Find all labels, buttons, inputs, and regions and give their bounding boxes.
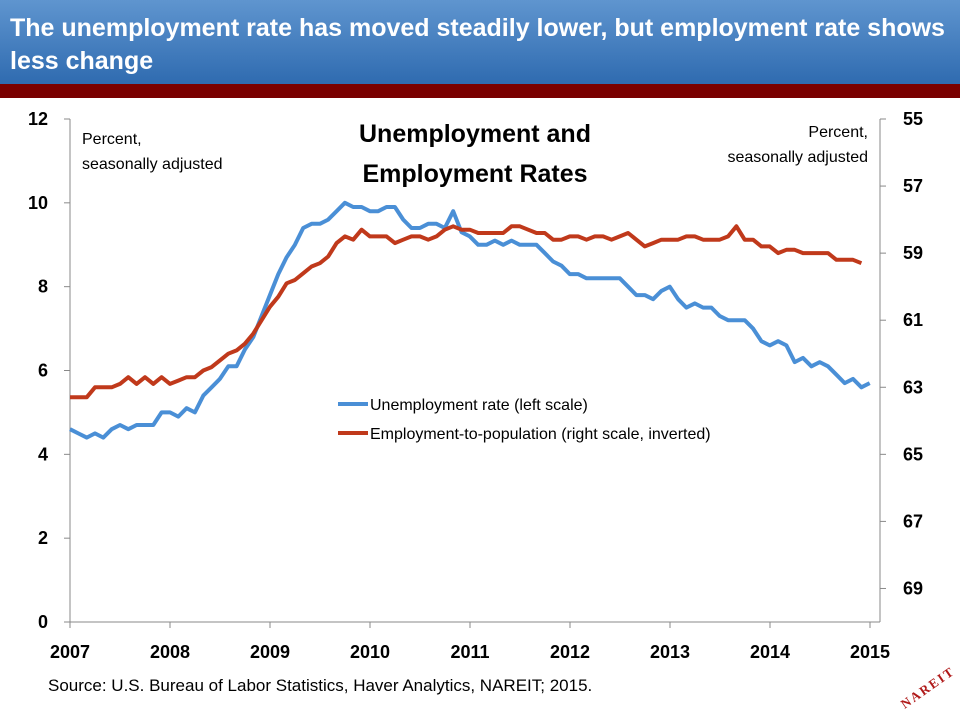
chart-series (69, 200, 871, 440)
header-rule (0, 84, 960, 98)
unemployment-series-line (69, 200, 871, 440)
left-tick-label: 2 (38, 528, 48, 548)
chart-ticks: 2007 2008 2009 2010 2011 2012 2013 2014 2015 0 2 4 6… (28, 109, 923, 662)
source-note: Source: U.S. Bureau of Labor Statistics,… (48, 676, 593, 695)
chart-title-line: Unemployment and (359, 120, 591, 148)
left-axis-note: seasonally adjusted (82, 156, 223, 173)
x-tick-label: 2013 (650, 642, 690, 662)
x-tick-label: 2010 (350, 642, 390, 662)
left-tick-label: 8 (38, 277, 48, 297)
legend-label: Unemployment rate (left scale) (370, 397, 588, 414)
x-tick-label: 2007 (50, 642, 90, 662)
legend-label: Employment-to-population (right scale, i… (370, 426, 711, 443)
right-tick-label: 57 (903, 176, 923, 196)
page-title: The unemployment rate has moved steadily… (10, 14, 945, 75)
right-tick-label: 69 (903, 578, 923, 598)
right-tick-label: 61 (903, 310, 923, 330)
x-tick-label: 2008 (150, 642, 190, 662)
left-tick-label: 12 (28, 109, 48, 129)
right-axis-note: seasonally adjusted (727, 149, 868, 166)
left-tick-label: 0 (38, 612, 48, 632)
right-axis-note: Percent, (808, 124, 868, 141)
right-tick-label: 55 (903, 109, 923, 129)
x-tick-label: 2015 (850, 642, 890, 662)
x-tick-label: 2014 (750, 642, 790, 662)
x-tick-label: 2012 (550, 642, 590, 662)
chart-annotations: Unemployment and Employment Rates Percent,… (82, 120, 868, 188)
left-tick-label: 4 (38, 444, 48, 464)
x-tick-label: 2011 (450, 642, 489, 662)
header-banner: The unemployment rate has moved steadily… (0, 0, 960, 84)
left-axis-note: Percent, (82, 131, 142, 148)
logo-text: NAREIT (898, 663, 953, 711)
right-tick-label: 65 (903, 444, 923, 464)
employment-series-line (70, 224, 863, 400)
left-tick-label: 6 (38, 361, 48, 381)
chart-legend: Unemployment rate (left scale) Employment… (338, 397, 711, 443)
chart-axes (69, 119, 881, 623)
left-tick-label: 10 (28, 193, 48, 213)
x-tick-label: 2009 (250, 642, 290, 662)
right-tick-label: 63 (903, 377, 923, 397)
right-tick-label: 67 (903, 511, 923, 531)
right-tick-label: 59 (903, 243, 923, 263)
nareit-logo: NAREIT (898, 663, 953, 711)
chart-title-line: Employment Rates (362, 160, 587, 188)
